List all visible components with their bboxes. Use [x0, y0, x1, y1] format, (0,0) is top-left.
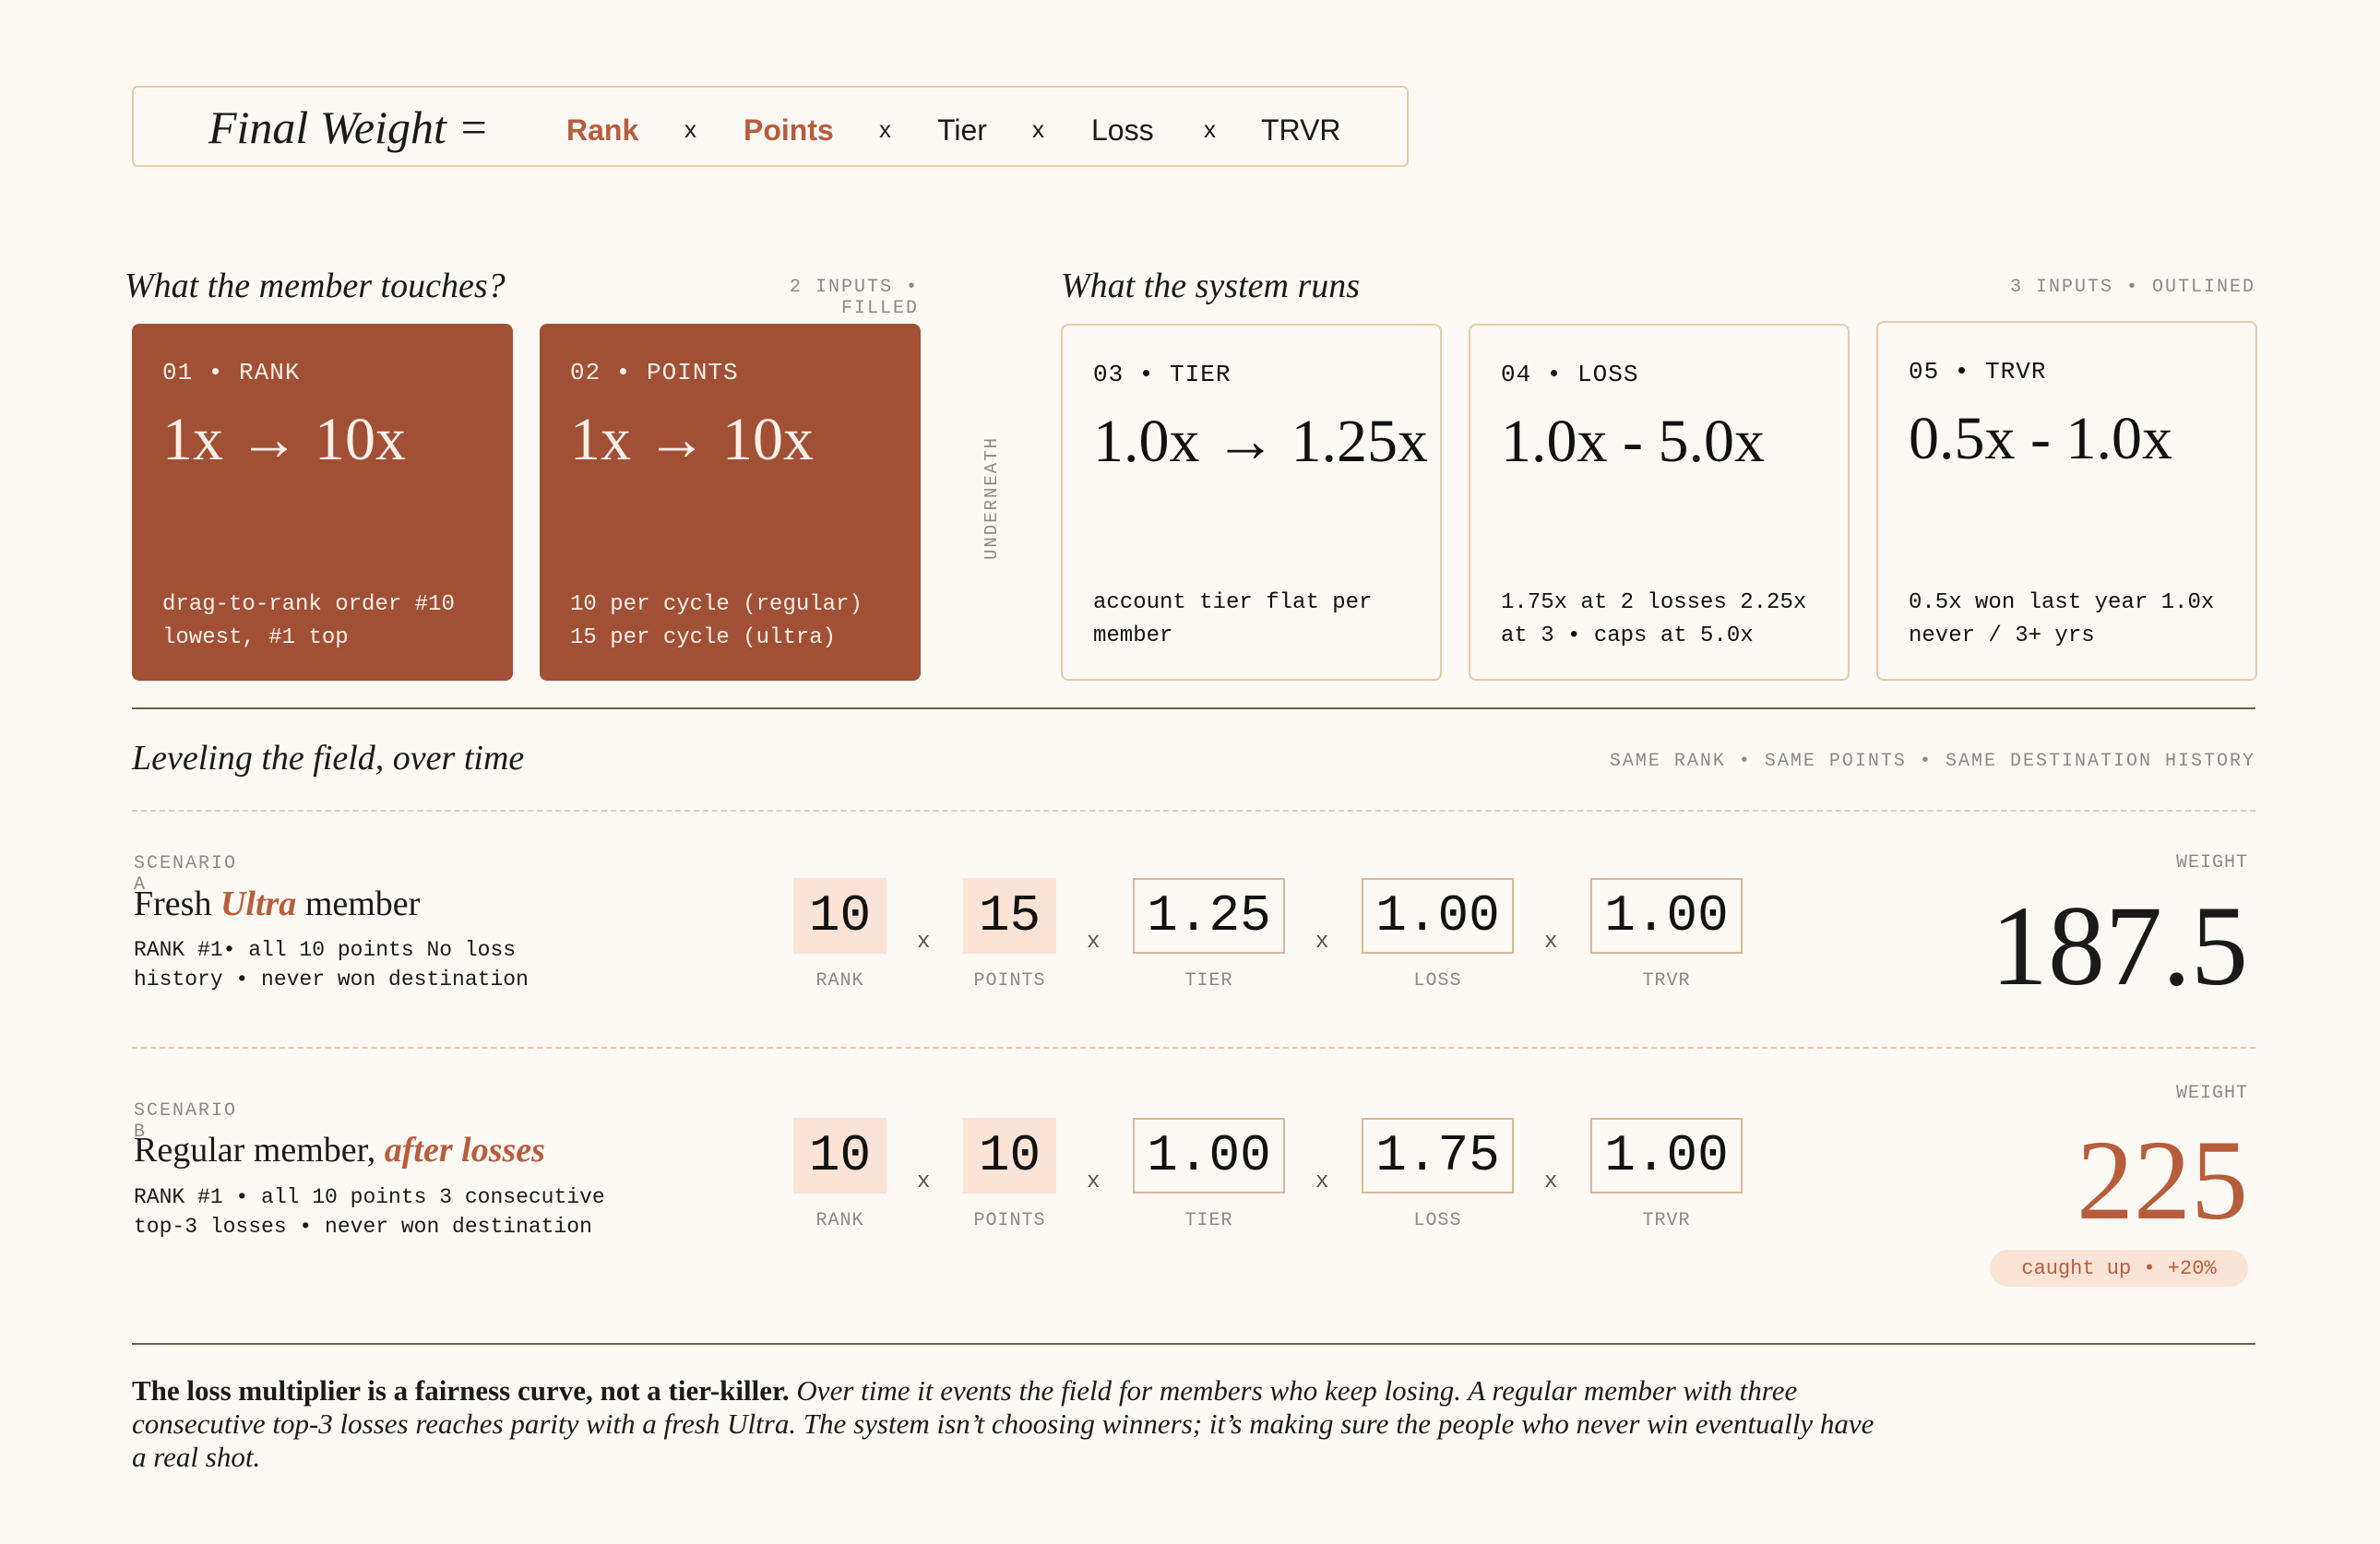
- factor-label: TIER: [1184, 1210, 1233, 1231]
- times-sign: x: [917, 930, 931, 955]
- formula-term-tier: Tier: [937, 113, 987, 147]
- formula-term-points: Points: [744, 113, 834, 147]
- times-sign: x: [1544, 930, 1558, 955]
- rank-value: 10: [793, 878, 887, 954]
- factor-label: POINTS: [973, 970, 1046, 992]
- card-desc: drag-to-rank order #10 lowest, #1 top: [162, 592, 455, 650]
- card-label: 03 • TIER: [1093, 361, 1232, 388]
- scenario-desc: RANK #1• all 10 points No loss history •…: [134, 938, 529, 992]
- points-card: 02 • POINTS 1x → 10x 10 per cycle (regul…: [540, 324, 921, 681]
- factor-label: LOSS: [1413, 970, 1462, 992]
- card-desc: 10 per cycle (regular) 15 per cycle (ult…: [570, 592, 863, 650]
- card-label: 04 • LOSS: [1501, 361, 1639, 388]
- times-sign: x: [1315, 930, 1329, 955]
- leveling-heading: Leveling the field, over time: [132, 739, 525, 778]
- formula-op: x: [684, 115, 696, 143]
- title-accent: Ultra: [220, 885, 297, 923]
- points-value: 15: [963, 878, 1056, 954]
- card-label: 01 • RANK: [162, 359, 301, 386]
- formula-term-trvr: TRVR: [1261, 113, 1341, 147]
- points-value: 10: [963, 1118, 1056, 1194]
- formula-lhs: Final Weight =: [208, 101, 490, 153]
- card-range: 0.5x - 1.0x: [1909, 405, 2172, 472]
- scenario-title: Regular member, after losses: [134, 1130, 545, 1170]
- card-desc: 1.75x at 2 losses 2.25x at 3 • caps at 5…: [1501, 590, 1807, 648]
- footer-italic: Over time it events the field for member…: [132, 1374, 1874, 1473]
- trvr-value: 1.00: [1590, 878, 1743, 954]
- card-label: 02 • POINTS: [570, 359, 739, 386]
- factor-label: TIER: [1184, 970, 1233, 992]
- times-sign: x: [1087, 930, 1101, 955]
- section-divider: [132, 707, 2255, 709]
- trvr-card: 05 • TRVR 0.5x - 1.0x 0.5x won last year…: [1876, 321, 2257, 681]
- system-meta: 3 INPUTS • OUTLINED: [2009, 277, 2255, 298]
- scenario-title: Fresh Ultra member: [134, 884, 420, 924]
- times-sign: x: [917, 1170, 931, 1194]
- title-text: Regular member,: [134, 1131, 385, 1170]
- card-label: 05 • TRVR: [1909, 358, 2047, 386]
- factor-label: RANK: [815, 970, 864, 992]
- scenario-desc: RANK #1 • all 10 points 3 consecutive to…: [134, 1185, 605, 1239]
- formula-bar: Final Weight = Rank x Points x Tier x Lo…: [132, 86, 1409, 167]
- title-text: Fresh: [134, 885, 220, 923]
- tier-card: 03 • TIER 1.0x → 1.25x account tier flat…: [1061, 324, 1442, 681]
- tier-value: 1.00: [1133, 1118, 1285, 1194]
- weight-label: WEIGHT: [2175, 1083, 2248, 1104]
- weight-label: WEIGHT: [2175, 852, 2248, 873]
- caught-up-badge: caught up • +20%: [1990, 1250, 2248, 1287]
- card-range: 1x → 10x: [162, 406, 406, 473]
- trvr-value: 1.00: [1590, 1118, 1743, 1194]
- title-text: member: [296, 885, 421, 923]
- scenario-label: SCENARIO A: [134, 853, 238, 896]
- scenario-label: SCENARIO B: [134, 1100, 238, 1143]
- loss-value: 1.00: [1362, 878, 1514, 954]
- leveling-meta: SAME RANK • SAME POINTS • SAME DESTINATI…: [1609, 751, 2255, 772]
- weight-value: 187.5: [1991, 883, 2248, 1009]
- card-range: 1x → 10x: [570, 406, 814, 473]
- factor-label: POINTS: [973, 1210, 1046, 1231]
- times-sign: x: [1544, 1170, 1558, 1194]
- formula-op: x: [1204, 115, 1216, 143]
- formula-op: x: [1032, 115, 1044, 143]
- card-desc: 0.5x won last year 1.0x never / 3+ yrs: [1909, 590, 2215, 648]
- footer-divider: [132, 1343, 2255, 1345]
- underneath-label: UNDERNEATH: [982, 435, 1002, 561]
- formula-term-rank: Rank: [566, 113, 639, 147]
- formula-op: x: [879, 115, 891, 143]
- factor-label: RANK: [815, 1210, 864, 1231]
- times-sign: x: [1315, 1170, 1329, 1194]
- rank-value: 10: [793, 1118, 887, 1194]
- dashed-divider: [132, 1047, 2255, 1049]
- member-meta: 2 INPUTS • FILLED: [789, 277, 919, 319]
- member-heading: What the member touches?: [125, 267, 506, 305]
- factor-label: LOSS: [1413, 1210, 1462, 1231]
- system-heading: What the system runs: [1061, 267, 1361, 305]
- weight-value: 225: [2077, 1117, 2248, 1243]
- card-range: 1.0x → 1.25x: [1093, 408, 1428, 475]
- factor-label: TRVR: [1642, 1210, 1691, 1231]
- title-accent: after losses: [384, 1131, 545, 1170]
- times-sign: x: [1087, 1170, 1101, 1194]
- footer-bold: The loss multiplier is a fairness curve,…: [132, 1374, 790, 1407]
- footer-note: The loss multiplier is a fairness curve,…: [132, 1374, 1885, 1474]
- tier-value: 1.25: [1133, 878, 1285, 954]
- factor-label: TRVR: [1642, 970, 1691, 992]
- loss-value: 1.75: [1362, 1118, 1514, 1194]
- card-range: 1.0x - 5.0x: [1501, 408, 1765, 475]
- dashed-divider: [132, 810, 2255, 812]
- rank-card: 01 • RANK 1x → 10x drag-to-rank order #1…: [132, 324, 513, 681]
- formula-term-loss: Loss: [1091, 113, 1154, 147]
- loss-card: 04 • LOSS 1.0x - 5.0x 1.75x at 2 losses …: [1469, 324, 1850, 681]
- card-desc: account tier flat per member: [1093, 590, 1373, 648]
